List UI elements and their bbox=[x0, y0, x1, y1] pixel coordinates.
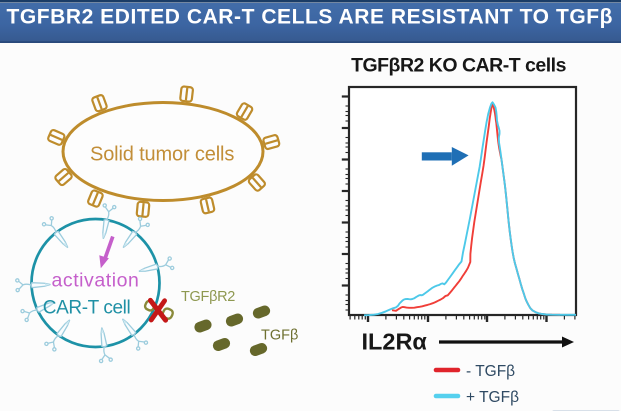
svg-text:IL2Rα: IL2Rα bbox=[362, 329, 428, 355]
svg-text:TGFβR2 KO CAR-T cells: TGFβR2 KO CAR-T cells bbox=[351, 55, 567, 77]
svg-text:TGFβR2: TGFβR2 bbox=[181, 289, 235, 305]
svg-text:activation: activation bbox=[52, 270, 140, 292]
svg-text:TGFBR2 EDITED CAR-T CELLS ARE: TGFBR2 EDITED CAR-T CELLS ARE RESISTANT … bbox=[7, 6, 613, 29]
svg-text:CAR-T cell: CAR-T cell bbox=[43, 298, 131, 319]
svg-text:+ TGFβ: + TGFβ bbox=[466, 389, 519, 406]
svg-text:Solid tumor cells: Solid tumor cells bbox=[90, 144, 234, 166]
svg-text:- TGFβ: - TGFβ bbox=[466, 363, 515, 380]
svg-text:TGFβ: TGFβ bbox=[261, 328, 298, 344]
